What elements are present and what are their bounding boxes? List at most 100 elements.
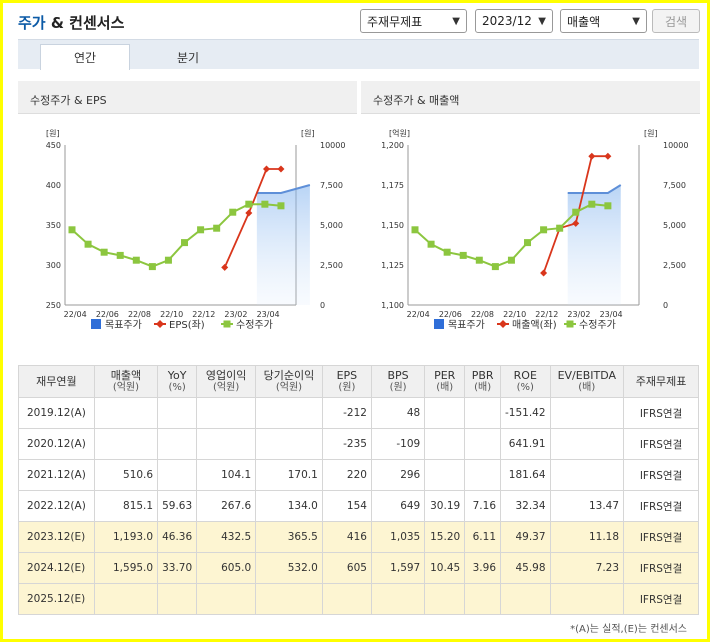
left-unit-label: [억원] — [389, 128, 410, 138]
report-type-select[interactable]: 주재무제표 ▼ — [360, 9, 467, 33]
y2-tick-label: 7,500 — [320, 181, 343, 190]
table-cell: 1,193.0 — [93, 521, 159, 553]
table-cell: 605.0 — [196, 552, 257, 584]
y-tick-label: 1,150 — [381, 221, 404, 230]
table-cell: 267.6 — [196, 490, 257, 522]
table-cell: 1,595.0 — [93, 552, 159, 584]
price-series-point — [507, 256, 515, 264]
target-price-line — [567, 184, 622, 194]
table-cell: 1,035 — [370, 521, 426, 553]
x-tick-label: 22/10 — [160, 310, 183, 319]
table-cell — [255, 583, 323, 615]
y2-tick-label: 7,500 — [663, 181, 686, 190]
period-cell: 2023.12(E) — [18, 521, 95, 553]
period-tabs: 연간 분기 — [18, 39, 699, 70]
price-series-point — [100, 248, 108, 256]
column-label: 재무연월 — [36, 374, 77, 388]
column-label: YoY — [167, 368, 187, 382]
table-row: 2021.12(A) 510.6 104.1 170.1 220 296 181.64 IFR… — [18, 459, 699, 491]
x-tick-label: 22/04 — [407, 310, 430, 319]
price-series-point — [491, 263, 499, 271]
table-cell: 104.1 — [196, 459, 257, 491]
table-cell: 15.20 — [424, 521, 466, 553]
table-cell — [370, 583, 426, 615]
table-cell: 3.96 — [464, 552, 502, 584]
column-label: PBR — [471, 368, 494, 382]
period-cell: 2019.12(A) — [18, 397, 95, 429]
x-tick-label: 22/06 — [439, 310, 462, 319]
table-cell — [255, 428, 323, 460]
price-series-point — [524, 239, 532, 247]
period-cell: 2024.12(E) — [18, 552, 95, 584]
left-series-line — [223, 168, 281, 268]
tab-quarterly[interactable]: 분기 — [176, 50, 200, 65]
search-button[interactable]: 검색 — [652, 9, 700, 33]
legend-swatch — [156, 320, 164, 328]
column-label: ROE — [513, 368, 537, 382]
footnote: *(A)는 실적,(E)는 컨센서스 — [570, 624, 687, 635]
table-cell: 59.63 — [157, 490, 198, 522]
table-cell: 49.37 — [500, 521, 551, 553]
table-cell: 815.1 — [93, 490, 159, 522]
legend-label: EPS(좌) — [169, 319, 205, 331]
table-cell: 10.45 — [424, 552, 466, 584]
y2-tick-label: 10000 — [663, 141, 688, 150]
right-unit-label: [원] — [644, 129, 658, 138]
column-label: EV/EBITDA — [557, 368, 617, 382]
table-cell: 45.98 — [500, 552, 551, 584]
table-cell — [321, 583, 372, 615]
y-tick-label: 400 — [46, 181, 61, 190]
price-series-point — [277, 202, 285, 210]
table-cell — [157, 428, 198, 460]
column-unit: (억원) — [275, 381, 303, 393]
period-select[interactable]: 2023/12 ▼ — [475, 9, 553, 33]
table-cell: IFRS연결 — [623, 397, 699, 429]
column-label: 영업이익 — [205, 368, 247, 382]
legend-label: 목표주가 — [105, 319, 142, 331]
x-tick-label: 23/04 — [257, 310, 280, 319]
table-cell — [464, 428, 502, 460]
table-cell: IFRS연결 — [623, 459, 699, 491]
table-cell: 7.16 — [464, 490, 502, 522]
period-cell: 2022.12(A) — [18, 490, 95, 522]
column-label: 매출액 — [110, 368, 142, 382]
table-row: 2022.12(A) 815.1 59.63 267.6 134.0 154 649 30.1… — [18, 490, 699, 522]
table-cell: 220 — [321, 459, 372, 491]
y2-tick-label: 0 — [663, 301, 668, 310]
table-cell: 181.64 — [500, 459, 551, 491]
legend-label: 수정주가 — [236, 319, 273, 331]
table-cell: 6.11 — [464, 521, 502, 553]
table-cell: 532.0 — [255, 552, 323, 584]
x-tick-label: 22/06 — [96, 310, 119, 319]
table-cell: 296 — [370, 459, 426, 491]
table-row: 2020.12(A) -235 -109 641.91 IFRS연결 — [18, 428, 699, 460]
column-header: PBR (배) — [464, 365, 502, 398]
period-cell: 2020.12(A) — [18, 428, 95, 460]
y-tick-label: 1,100 — [381, 301, 404, 310]
chart-title: 수정주가 & EPS — [18, 81, 357, 114]
table-cell — [424, 428, 466, 460]
table-cell: 30.19 — [424, 490, 466, 522]
x-tick-label: 23/02 — [567, 310, 590, 319]
table-row: 2024.12(E) 1,595.0 33.70 605.0 532.0 605 1,597… — [18, 552, 699, 584]
table-cell: IFRS연결 — [623, 521, 699, 553]
table-cell — [157, 459, 198, 491]
table-cell: 7.23 — [549, 552, 625, 584]
metric-select[interactable]: 매출액 ▼ — [560, 9, 647, 33]
table-cell — [196, 397, 257, 429]
price-series-point — [475, 256, 483, 264]
table-cell: 641.91 — [500, 428, 551, 460]
table-cell: IFRS연결 — [623, 490, 699, 522]
table-cell: 605 — [321, 552, 372, 584]
column-header: 재무연월 — [18, 365, 95, 398]
left-series-point — [221, 263, 229, 271]
tab-annual[interactable]: 연간 — [40, 44, 130, 70]
column-header: ROE (%) — [500, 365, 551, 398]
chart-panel-revenue: 수정주가 & 매출액 [억원] [원] 1,200 1,175 1,150 1,125 1,… — [361, 81, 700, 343]
table-cell: -151.42 — [500, 397, 551, 429]
column-unit: (억원) — [213, 381, 240, 393]
table-cell: 134.0 — [255, 490, 323, 522]
price-series-point — [427, 240, 435, 248]
column-label: 주재무제표 — [635, 374, 687, 388]
table-cell: 48 — [370, 397, 426, 429]
